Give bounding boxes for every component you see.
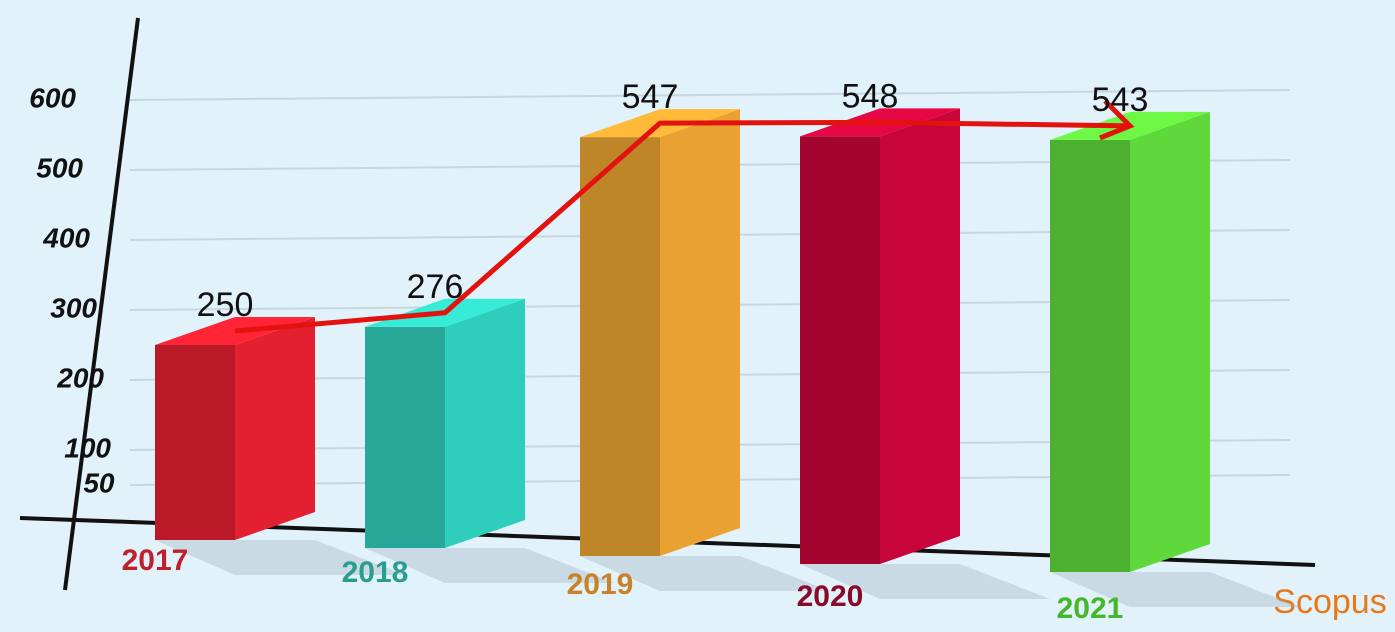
y-tick-label: 50 (83, 467, 115, 498)
value-label: 250 (197, 286, 254, 324)
bar-shadow (1050, 572, 1300, 607)
bar-shadow (580, 556, 830, 591)
bar (1050, 139, 1130, 572)
y-tick-label: 300 (50, 292, 97, 323)
x-tick-label: 2020 (797, 580, 864, 613)
y-tick-label: 200 (56, 362, 104, 393)
bar-side (235, 317, 315, 540)
x-tick-label: 2018 (342, 556, 409, 589)
bar (365, 326, 445, 548)
bar-side (660, 109, 740, 556)
bar (580, 137, 660, 556)
x-tick-label: 2021 (1057, 592, 1124, 625)
y-tick-label: 500 (36, 152, 83, 183)
value-label: 547 (622, 78, 679, 116)
arrow-head (1099, 99, 1135, 141)
y-tick-label: 100 (64, 432, 111, 463)
bar-shadow (155, 540, 405, 575)
x-tick-label: 2017 (122, 544, 189, 577)
bar-side (1130, 111, 1210, 573)
value-label: 543 (1092, 81, 1149, 119)
x-tick-label: 2019 (567, 568, 634, 601)
value-label: 276 (407, 268, 464, 306)
value-label: 548 (842, 77, 899, 115)
y-tick-label: 400 (42, 222, 90, 253)
bar-side (880, 108, 960, 565)
bar (155, 345, 235, 540)
y-axis (63, 17, 140, 591)
bar-shadow (365, 548, 615, 583)
y-tick-label: 600 (29, 82, 76, 113)
bar-shadow (800, 564, 1050, 599)
bar-side (445, 298, 525, 548)
source-label: Scopus (1273, 583, 1386, 621)
trend-line (234, 119, 1131, 334)
grid-line (129, 89, 1291, 101)
bar (800, 136, 880, 564)
